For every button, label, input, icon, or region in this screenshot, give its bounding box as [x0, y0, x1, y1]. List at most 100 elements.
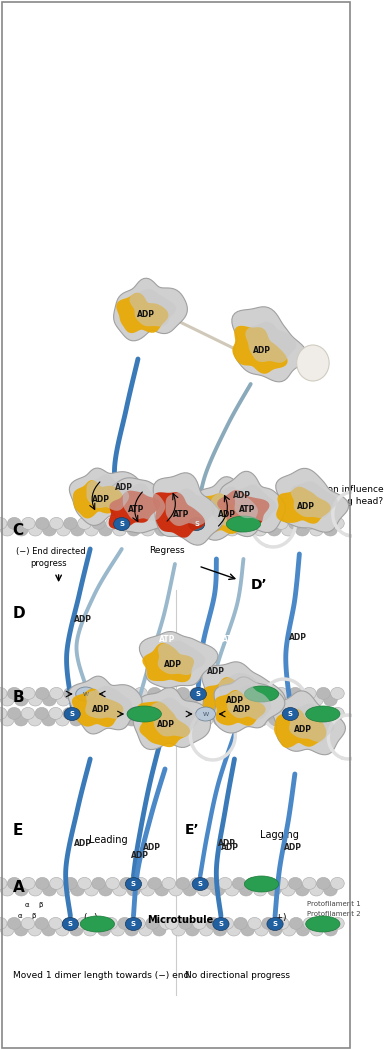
Ellipse shape: [148, 688, 161, 699]
Ellipse shape: [296, 884, 309, 896]
Ellipse shape: [172, 924, 185, 936]
Text: ADP: ADP: [142, 843, 161, 853]
Ellipse shape: [42, 924, 55, 936]
Ellipse shape: [296, 924, 310, 936]
Ellipse shape: [268, 524, 281, 536]
Ellipse shape: [14, 524, 28, 536]
Text: S: S: [218, 921, 223, 927]
Text: ADP: ADP: [163, 660, 182, 669]
Ellipse shape: [296, 524, 309, 536]
Polygon shape: [220, 471, 285, 532]
Ellipse shape: [57, 694, 70, 706]
Ellipse shape: [49, 708, 62, 719]
Ellipse shape: [132, 918, 145, 929]
Text: Leading: Leading: [89, 835, 128, 845]
Ellipse shape: [35, 878, 49, 889]
Ellipse shape: [239, 524, 253, 536]
Ellipse shape: [241, 714, 254, 726]
Polygon shape: [232, 307, 308, 382]
Ellipse shape: [200, 924, 213, 936]
Ellipse shape: [35, 688, 49, 699]
Ellipse shape: [289, 688, 302, 699]
Ellipse shape: [269, 714, 282, 726]
Ellipse shape: [310, 524, 323, 536]
Ellipse shape: [262, 918, 275, 929]
Ellipse shape: [317, 708, 330, 719]
Ellipse shape: [248, 708, 261, 719]
Text: ADP: ADP: [233, 491, 251, 501]
Ellipse shape: [7, 918, 21, 929]
Ellipse shape: [64, 708, 80, 720]
Text: ADP: ADP: [226, 695, 245, 705]
Ellipse shape: [254, 694, 267, 706]
Ellipse shape: [303, 878, 316, 889]
Ellipse shape: [71, 524, 84, 536]
Ellipse shape: [227, 714, 241, 726]
Ellipse shape: [104, 708, 118, 719]
Text: C: C: [12, 523, 24, 538]
Text: ATP: ATP: [222, 635, 238, 645]
Ellipse shape: [7, 878, 21, 889]
Ellipse shape: [99, 524, 112, 536]
Ellipse shape: [21, 688, 35, 699]
Ellipse shape: [85, 694, 98, 706]
Text: B: B: [12, 690, 24, 705]
Text: ADP: ADP: [218, 839, 236, 847]
Polygon shape: [215, 690, 266, 726]
Ellipse shape: [245, 686, 278, 702]
Text: ADP: ADP: [157, 720, 175, 730]
Text: β: β: [31, 914, 35, 919]
Polygon shape: [85, 686, 132, 719]
Ellipse shape: [125, 924, 138, 936]
Text: ADP: ADP: [74, 615, 92, 625]
Ellipse shape: [254, 524, 267, 536]
Ellipse shape: [134, 878, 147, 889]
Ellipse shape: [176, 688, 190, 699]
Ellipse shape: [218, 878, 232, 889]
Ellipse shape: [204, 688, 218, 699]
Ellipse shape: [50, 518, 63, 529]
Ellipse shape: [262, 708, 275, 719]
Ellipse shape: [14, 924, 28, 936]
Ellipse shape: [21, 708, 35, 719]
Ellipse shape: [57, 524, 70, 536]
Ellipse shape: [176, 878, 190, 889]
Ellipse shape: [7, 518, 21, 529]
Ellipse shape: [218, 688, 232, 699]
Text: ADP: ADP: [218, 510, 236, 520]
Ellipse shape: [63, 708, 76, 719]
Polygon shape: [150, 697, 199, 737]
Ellipse shape: [127, 524, 140, 536]
Ellipse shape: [206, 708, 220, 719]
Ellipse shape: [186, 714, 199, 726]
Ellipse shape: [97, 714, 111, 726]
Ellipse shape: [120, 518, 133, 529]
Text: W: W: [134, 712, 140, 716]
Ellipse shape: [331, 708, 344, 719]
Text: Lagging: Lagging: [260, 830, 299, 840]
Text: Protofilament 1: Protofilament 1: [307, 901, 360, 907]
Ellipse shape: [324, 714, 337, 726]
Ellipse shape: [193, 708, 206, 719]
Ellipse shape: [183, 694, 197, 706]
Ellipse shape: [35, 918, 48, 929]
Polygon shape: [103, 478, 178, 533]
Ellipse shape: [71, 884, 84, 896]
Ellipse shape: [64, 688, 77, 699]
Ellipse shape: [127, 707, 147, 721]
Ellipse shape: [282, 694, 295, 706]
Polygon shape: [194, 477, 272, 540]
Ellipse shape: [57, 884, 70, 896]
Ellipse shape: [268, 694, 281, 706]
Ellipse shape: [282, 708, 298, 720]
Ellipse shape: [0, 884, 14, 896]
Ellipse shape: [134, 688, 147, 699]
Ellipse shape: [111, 924, 124, 936]
Ellipse shape: [127, 706, 161, 722]
Ellipse shape: [28, 524, 42, 536]
Text: ADP: ADP: [92, 496, 110, 504]
Ellipse shape: [190, 878, 204, 889]
Ellipse shape: [218, 518, 232, 529]
Ellipse shape: [113, 884, 126, 896]
Ellipse shape: [234, 708, 248, 719]
